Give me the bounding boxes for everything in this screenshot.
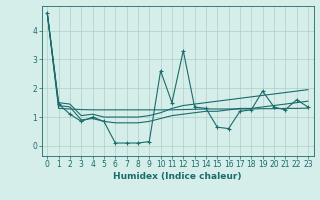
X-axis label: Humidex (Indice chaleur): Humidex (Indice chaleur) — [113, 172, 242, 181]
